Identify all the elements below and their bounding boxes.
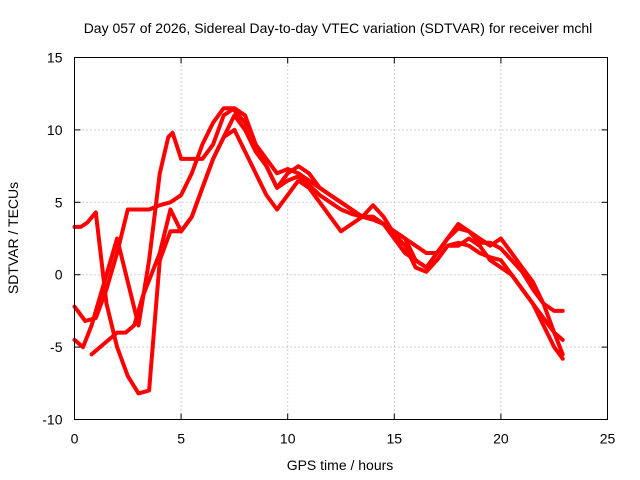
y-tick-label: -5 [50, 339, 63, 355]
series-track-4 [89, 127, 565, 361]
x-tick-label: 10 [280, 431, 296, 447]
tick-labels: 0 5 10 15 20 25 -10 -5 0 5 10 15 [42, 50, 615, 447]
y-tick-label: 0 [55, 267, 63, 283]
x-tick-label: 20 [493, 431, 509, 447]
series-layer [72, 106, 565, 396]
y-tick-label: -10 [42, 412, 62, 428]
series-track-2 [72, 113, 565, 396]
grid [74, 57, 608, 420]
x-axis-label: GPS time / hours [287, 457, 394, 473]
x-tick-label: 5 [177, 431, 185, 447]
y-tick-label: 5 [55, 194, 63, 210]
x-tick-label: 0 [71, 431, 79, 447]
x-tick-label: 25 [600, 431, 616, 447]
y-tick-label: 15 [47, 50, 63, 66]
plot-frame [74, 57, 608, 420]
series-track-3 [72, 106, 565, 357]
chart-title: Day 057 of 2026, Sidereal Day-to-day VTE… [84, 20, 593, 36]
ticks [74, 57, 608, 420]
y-axis-label: SDTVAR / TECUs [5, 182, 21, 294]
x-tick-label: 15 [387, 431, 403, 447]
y-tick-label: 10 [47, 122, 63, 138]
